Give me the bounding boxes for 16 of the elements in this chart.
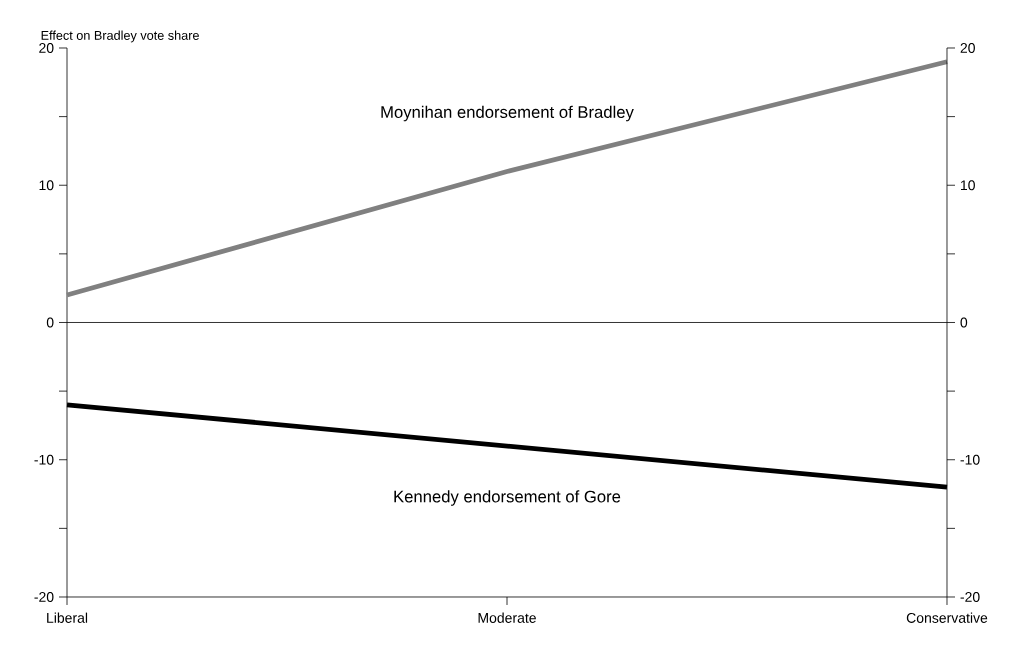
x-tick-label: Moderate: [478, 612, 536, 623]
y2-tick-label: 10: [961, 180, 975, 191]
y2-tick-label: -20: [960, 592, 980, 602]
series-label: Moynihan endorsement of Bradley: [381, 105, 634, 122]
y2-tick-label: -10: [960, 454, 980, 465]
y-axis-title: Effect on Bradley vote share: [41, 30, 199, 43]
y-tick-label: 0: [46, 317, 54, 328]
y-tick-label: -20: [34, 592, 54, 602]
y-tick-label: 10: [39, 180, 54, 191]
y2-tick-label: 20: [960, 43, 975, 53]
x-tick-label: Conservative: [906, 612, 988, 623]
x-tick-label: Liberal: [47, 612, 88, 623]
y-tick-label: 20: [39, 43, 54, 53]
y2-tick-label: 0: [960, 317, 968, 328]
y-tick-label: -10: [34, 454, 54, 465]
text: Kennedy endorsement of Gore: [394, 490, 621, 506]
